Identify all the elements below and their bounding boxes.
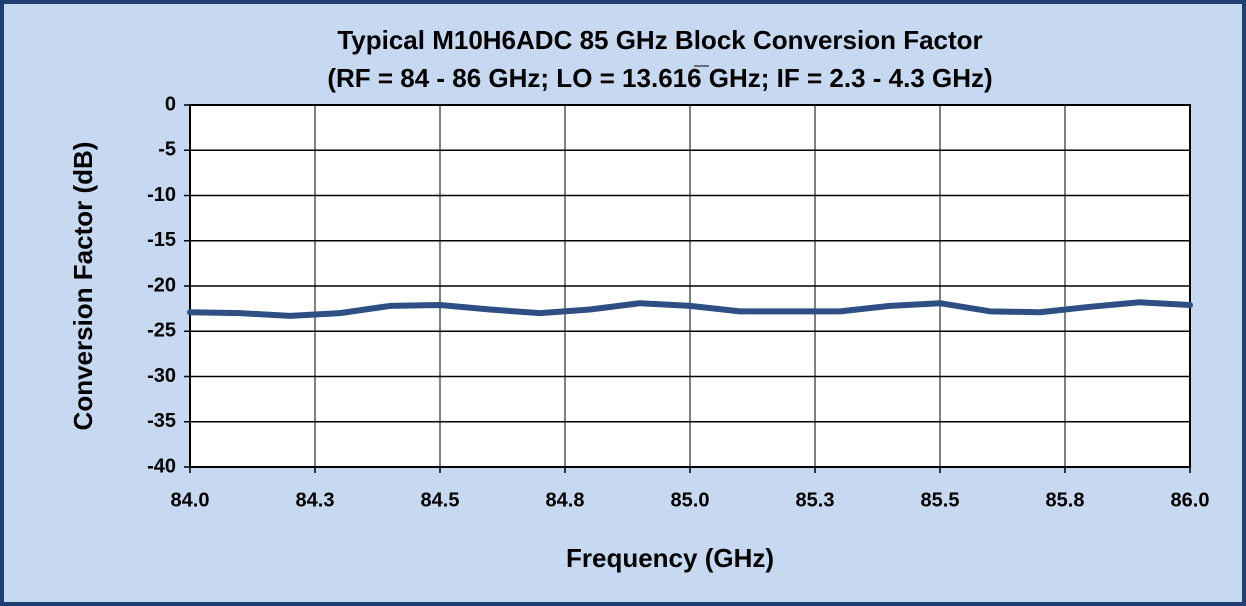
- x-tick-label: 84.5: [421, 489, 460, 511]
- chart-title: Typical M10H6ADC 85 GHz Block Conversion…: [337, 25, 982, 55]
- y-tick-label: -20: [147, 274, 176, 296]
- x-tick-label: 85.0: [671, 489, 710, 511]
- chart-subtitle: (RF = 84 - 86 GHz; LO = 13.616̅ GHz; IF …: [327, 63, 992, 93]
- x-tick-label: 85.8: [1046, 489, 1085, 511]
- x-axis-label: Frequency (GHz): [566, 543, 774, 573]
- x-tick-label: 85.5: [921, 489, 960, 511]
- y-tick-label: -40: [147, 455, 176, 477]
- y-tick-label: -35: [147, 410, 176, 432]
- series-line: [187, 299, 1193, 319]
- y-tick-label: -15: [147, 229, 176, 251]
- y-tick-label: -25: [147, 320, 176, 342]
- y-tick-label: -10: [147, 184, 176, 206]
- x-tick-label: 86.0: [1171, 489, 1210, 511]
- y-tick-label: -30: [147, 365, 176, 387]
- x-tick-label: 84.0: [171, 489, 210, 511]
- x-tick-label: 84.8: [546, 489, 585, 511]
- y-tick-label: 0: [165, 93, 176, 115]
- x-tick-label: 85.3: [796, 489, 835, 511]
- plot-border: [189, 104, 1191, 468]
- y-axis-label: Conversion Factor (dB): [68, 142, 98, 431]
- x-tick-label: 84.3: [296, 489, 335, 511]
- y-tick-label: -5: [158, 139, 176, 161]
